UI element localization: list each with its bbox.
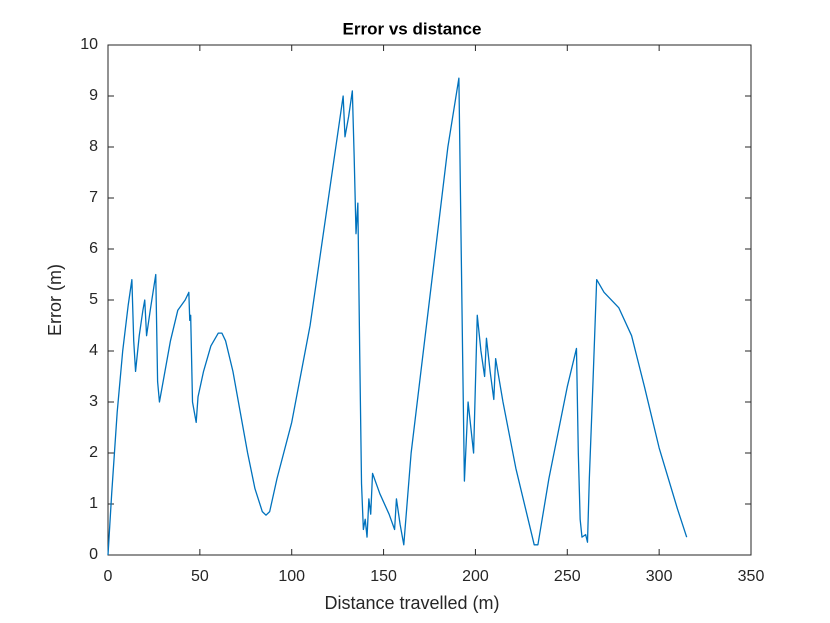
y-tick-label: 4 (89, 342, 98, 359)
x-tick-label: 250 (554, 568, 581, 585)
y-tick-label: 9 (89, 87, 98, 104)
x-tick-label: 100 (278, 568, 305, 585)
x-tick-label: 200 (462, 568, 489, 585)
y-tick-label: 8 (89, 138, 98, 155)
y-tick-label: 1 (89, 495, 98, 512)
y-axis-label: Error (m) (45, 264, 65, 336)
y-tick-label: 2 (89, 444, 98, 461)
y-tick-label: 6 (89, 240, 98, 257)
y-tick-label: 3 (89, 393, 98, 410)
y-tick-label: 0 (89, 546, 98, 563)
y-tick-label: 5 (89, 291, 98, 308)
x-tick-label: 300 (646, 568, 673, 585)
x-axis-label: Distance travelled (m) (324, 593, 499, 613)
x-tick-label: 150 (370, 568, 397, 585)
data-line (107, 77, 688, 556)
x-tick-label: 50 (191, 568, 209, 585)
x-tick-label: 350 (738, 568, 765, 585)
chart-title: Error vs distance (343, 19, 482, 38)
y-tick-label: 7 (89, 189, 98, 206)
y-tick-label: 10 (80, 36, 98, 53)
x-tick-label: 0 (104, 568, 113, 585)
